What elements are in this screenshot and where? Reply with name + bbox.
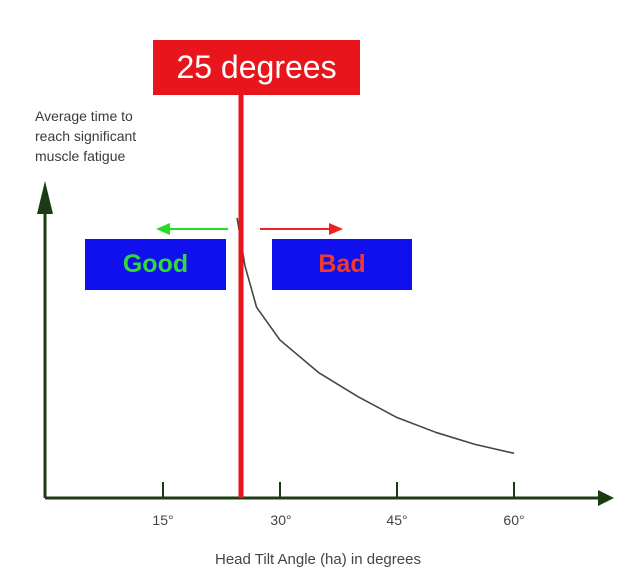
y-axis-label-line-3: muscle fatigue [35,148,126,164]
marker-label-box: 25 degrees [153,40,360,95]
fatigue-curve [236,217,515,455]
bad-arrowhead [329,223,343,235]
x-tick-label-45: 45° [386,512,408,528]
y-axis-arrowhead [37,181,53,214]
y-axis-label-line-2: reach significant [35,128,137,144]
x-axis-label: Head Tilt Angle (ha) in degrees [215,551,421,568]
x-axis-arrowhead [598,490,614,506]
bad-zone-box: Bad [272,239,412,290]
x-tick-label-15: 15° [152,512,174,528]
x-tick-label-30: 30° [270,512,292,528]
good-arrowhead [156,223,170,235]
x-tick-label-60: 60° [503,512,525,528]
y-axis-label-line-1: Average time to [35,108,133,124]
good-zone-box: Good [85,239,226,290]
